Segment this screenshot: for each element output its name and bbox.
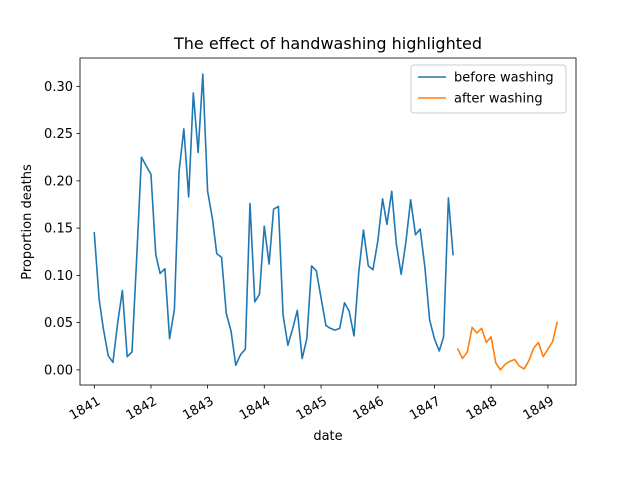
- y-tick-label: 0.10: [44, 269, 73, 284]
- y-tick-label: 0.20: [44, 174, 73, 189]
- y-tick-label: 0.00: [44, 363, 73, 378]
- y-tick-label: 0.25: [44, 127, 73, 142]
- chart-title: The effect of handwashing highlighted: [173, 34, 482, 53]
- plot-frame: [79, 57, 577, 386]
- y-tick-label: 0.30: [44, 80, 73, 95]
- legend: before washing after washing: [410, 64, 567, 114]
- legend-box: [410, 64, 567, 114]
- legend-label: before washing: [454, 71, 554, 86]
- y-tick-label: 0.05: [44, 316, 73, 331]
- x-axis-label: date: [313, 429, 342, 444]
- y-tick-label: 0.15: [44, 222, 73, 237]
- series-line-before-washing: [93, 73, 454, 366]
- y-axis-label: Proportion deaths: [20, 164, 35, 280]
- legend-label: after washing: [454, 92, 543, 107]
- series-line-after-washing: [456, 321, 559, 371]
